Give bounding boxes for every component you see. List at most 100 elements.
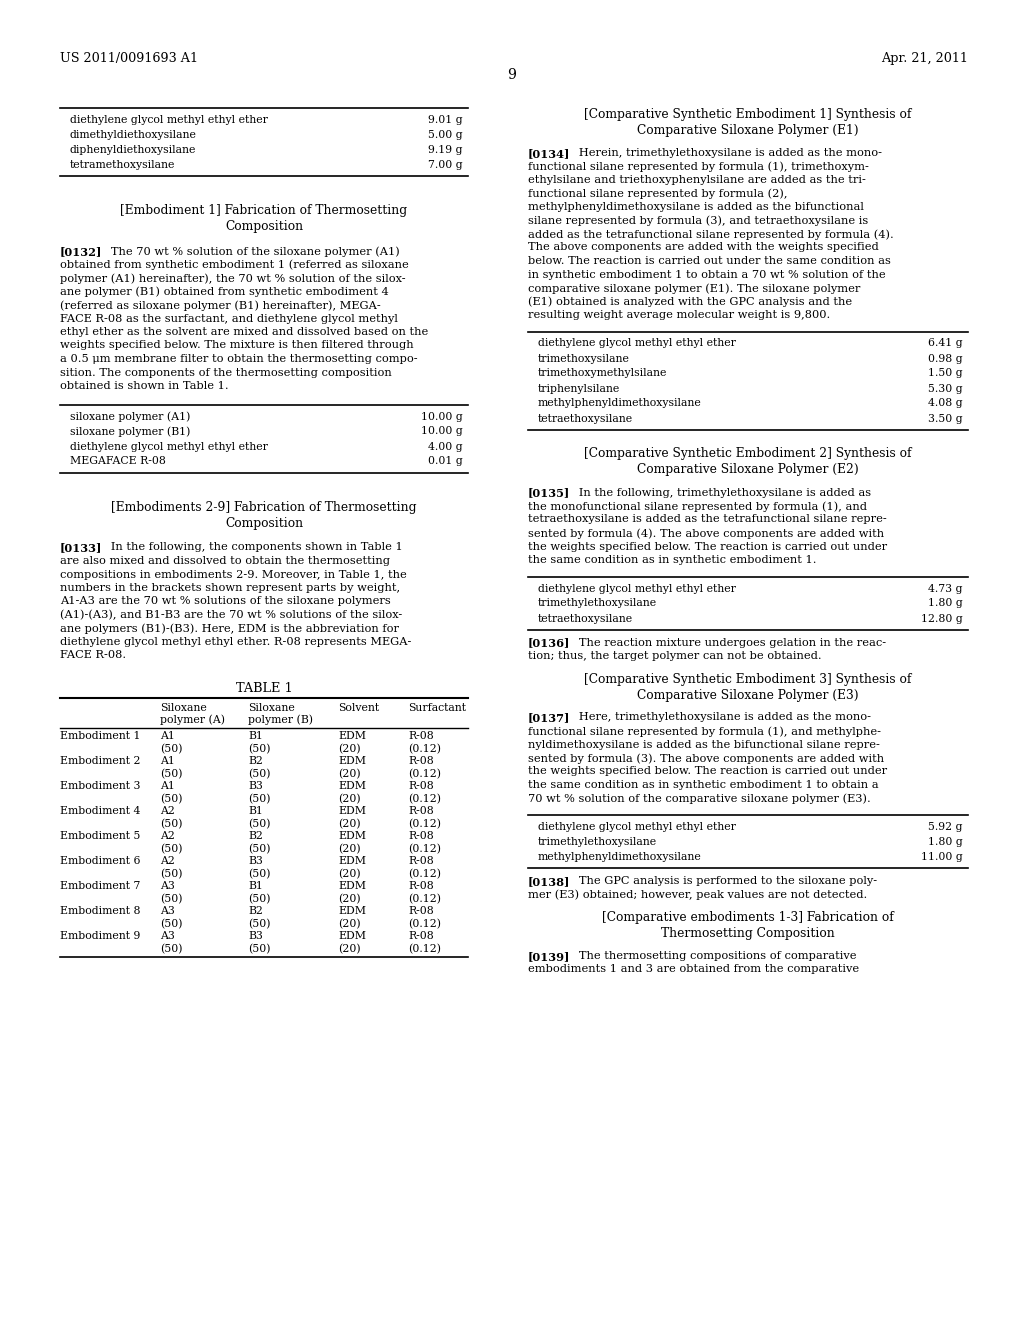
Text: [0132]: [0132] <box>60 246 102 257</box>
Text: (50): (50) <box>160 919 182 929</box>
Text: The 70 wt % solution of the siloxane polymer (A1): The 70 wt % solution of the siloxane pol… <box>100 246 399 256</box>
Text: A3: A3 <box>160 906 175 916</box>
Text: (0.12): (0.12) <box>408 869 441 879</box>
Text: obtained from synthetic embodiment 1 (referred as siloxane: obtained from synthetic embodiment 1 (re… <box>60 260 409 271</box>
Text: EDM: EDM <box>338 931 366 941</box>
Text: weights specified below. The mixture is then filtered through: weights specified below. The mixture is … <box>60 341 414 351</box>
Text: Apr. 21, 2011: Apr. 21, 2011 <box>881 51 968 65</box>
Text: [Comparative embodiments 1-3] Fabrication of: [Comparative embodiments 1-3] Fabricatio… <box>602 911 894 924</box>
Text: (50): (50) <box>248 944 270 954</box>
Text: diethylene glycol methyl ethyl ether: diethylene glycol methyl ethyl ether <box>538 822 736 832</box>
Text: (50): (50) <box>160 843 182 854</box>
Text: sition. The components of the thermosetting composition: sition. The components of the thermosett… <box>60 367 392 378</box>
Text: tetraethoxysilane is added as the tetrafunctional silane repre-: tetraethoxysilane is added as the tetraf… <box>528 515 887 524</box>
Text: diethylene glycol methyl ethyl ether: diethylene glycol methyl ethyl ether <box>538 583 736 594</box>
Text: (0.12): (0.12) <box>408 818 441 829</box>
Text: 9: 9 <box>508 69 516 82</box>
Text: (E1) obtained is analyzed with the GPC analysis and the: (E1) obtained is analyzed with the GPC a… <box>528 297 852 308</box>
Text: (50): (50) <box>248 869 270 879</box>
Text: are also mixed and dissolved to obtain the thermosetting: are also mixed and dissolved to obtain t… <box>60 556 390 566</box>
Text: diethylene glycol methyl ethyl ether: diethylene glycol methyl ethyl ether <box>70 115 268 125</box>
Text: siloxane polymer (B1): siloxane polymer (B1) <box>70 426 190 437</box>
Text: ethylsilane and triethoxyphenylsilane are added as the tri-: ethylsilane and triethoxyphenylsilane ar… <box>528 176 866 185</box>
Text: 10.00 g: 10.00 g <box>421 412 463 421</box>
Text: methylphenyldimethoxysilane: methylphenyldimethoxysilane <box>538 851 701 862</box>
Text: 5.92 g: 5.92 g <box>929 822 963 832</box>
Text: (50): (50) <box>160 768 182 779</box>
Text: (20): (20) <box>338 894 360 904</box>
Text: Herein, trimethylethoxysilane is added as the mono-: Herein, trimethylethoxysilane is added a… <box>568 148 882 158</box>
Text: Comparative Siloxane Polymer (E3): Comparative Siloxane Polymer (E3) <box>637 689 859 701</box>
Text: [0139]: [0139] <box>528 950 570 962</box>
Text: 4.73 g: 4.73 g <box>929 583 963 594</box>
Text: B2: B2 <box>248 756 263 766</box>
Text: 10.00 g: 10.00 g <box>421 426 463 437</box>
Text: diethylene glycol methyl ethyl ether: diethylene glycol methyl ethyl ether <box>538 338 736 348</box>
Text: (0.12): (0.12) <box>408 919 441 929</box>
Text: functional silane represented by formula (2),: functional silane represented by formula… <box>528 189 787 199</box>
Text: R-08: R-08 <box>408 781 434 791</box>
Text: R-08: R-08 <box>408 931 434 941</box>
Text: (0.12): (0.12) <box>408 894 441 904</box>
Text: numbers in the brackets shown represent parts by weight,: numbers in the brackets shown represent … <box>60 583 400 593</box>
Text: 9.19 g: 9.19 g <box>428 145 463 154</box>
Text: The GPC analysis is performed to the siloxane poly-: The GPC analysis is performed to the sil… <box>568 876 878 886</box>
Text: In the following, the components shown in Table 1: In the following, the components shown i… <box>100 543 402 553</box>
Text: FACE R-08.: FACE R-08. <box>60 651 126 660</box>
Text: B1: B1 <box>248 880 263 891</box>
Text: B2: B2 <box>248 906 263 916</box>
Text: (50): (50) <box>248 793 270 804</box>
Text: triphenylsilane: triphenylsilane <box>538 384 621 393</box>
Text: (20): (20) <box>338 843 360 854</box>
Text: below. The reaction is carried out under the same condition as: below. The reaction is carried out under… <box>528 256 891 267</box>
Text: 5.30 g: 5.30 g <box>929 384 963 393</box>
Text: trimethoxysilane: trimethoxysilane <box>538 354 630 363</box>
Text: 4.08 g: 4.08 g <box>929 399 963 408</box>
Text: ethyl ether as the solvent are mixed and dissolved based on the: ethyl ether as the solvent are mixed and… <box>60 327 428 337</box>
Text: The reaction mixture undergoes gelation in the reac-: The reaction mixture undergoes gelation … <box>568 638 886 648</box>
Text: the weights specified below. The reaction is carried out under: the weights specified below. The reactio… <box>528 767 887 776</box>
Text: siloxane polymer (A1): siloxane polymer (A1) <box>70 412 190 422</box>
Text: [0138]: [0138] <box>528 876 570 887</box>
Text: diethylene glycol methyl ethyl ether: diethylene glycol methyl ethyl ether <box>70 441 268 451</box>
Text: functional silane represented by formula (1), and methylphe-: functional silane represented by formula… <box>528 726 881 737</box>
Text: tion; thus, the target polymer can not be obtained.: tion; thus, the target polymer can not b… <box>528 651 821 661</box>
Text: trimethoxymethylsilane: trimethoxymethylsilane <box>538 368 668 379</box>
Text: R-08: R-08 <box>408 731 434 741</box>
Text: R-08: R-08 <box>408 807 434 816</box>
Text: (50): (50) <box>248 768 270 779</box>
Text: 0.98 g: 0.98 g <box>929 354 963 363</box>
Text: (0.12): (0.12) <box>408 793 441 804</box>
Text: (50): (50) <box>160 818 182 829</box>
Text: (50): (50) <box>248 843 270 854</box>
Text: A1: A1 <box>160 756 175 766</box>
Text: Composition: Composition <box>225 516 303 529</box>
Text: EDM: EDM <box>338 880 366 891</box>
Text: R-08: R-08 <box>408 756 434 766</box>
Text: A3: A3 <box>160 931 175 941</box>
Text: MEGAFACE R-08: MEGAFACE R-08 <box>70 457 166 466</box>
Text: A1: A1 <box>160 731 175 741</box>
Text: tetraethoxysilane: tetraethoxysilane <box>538 614 633 623</box>
Text: FACE R-08 as the surfactant, and diethylene glycol methyl: FACE R-08 as the surfactant, and diethyl… <box>60 314 398 323</box>
Text: EDM: EDM <box>338 756 366 766</box>
Text: compositions in embodiments 2-9. Moreover, in Table 1, the: compositions in embodiments 2-9. Moreove… <box>60 569 407 579</box>
Text: Here, trimethylethoxysilane is added as the mono-: Here, trimethylethoxysilane is added as … <box>568 713 871 722</box>
Text: Thermosetting Composition: Thermosetting Composition <box>662 927 835 940</box>
Text: obtained is shown in Table 1.: obtained is shown in Table 1. <box>60 381 228 391</box>
Text: (A1)-(A3), and B1-B3 are the 70 wt % solutions of the silox-: (A1)-(A3), and B1-B3 are the 70 wt % sol… <box>60 610 402 620</box>
Text: the weights specified below. The reaction is carried out under: the weights specified below. The reactio… <box>528 541 887 552</box>
Text: (0.12): (0.12) <box>408 768 441 779</box>
Text: Embodiment 2: Embodiment 2 <box>60 756 140 766</box>
Text: [Comparative Synthetic Embodiment 3] Synthesis of: [Comparative Synthetic Embodiment 3] Syn… <box>585 672 911 685</box>
Text: a 0.5 μm membrane filter to obtain the thermosetting compo-: a 0.5 μm membrane filter to obtain the t… <box>60 354 418 364</box>
Text: 6.41 g: 6.41 g <box>929 338 963 348</box>
Text: The thermosetting compositions of comparative: The thermosetting compositions of compar… <box>568 950 856 961</box>
Text: [Comparative Synthetic Embodiment 1] Synthesis of: [Comparative Synthetic Embodiment 1] Syn… <box>585 108 911 121</box>
Text: Embodiment 4: Embodiment 4 <box>60 807 140 816</box>
Text: (20): (20) <box>338 869 360 879</box>
Text: (50): (50) <box>160 869 182 879</box>
Text: comparative siloxane polymer (E1). The siloxane polymer: comparative siloxane polymer (E1). The s… <box>528 282 860 293</box>
Text: A3: A3 <box>160 880 175 891</box>
Text: EDM: EDM <box>338 906 366 916</box>
